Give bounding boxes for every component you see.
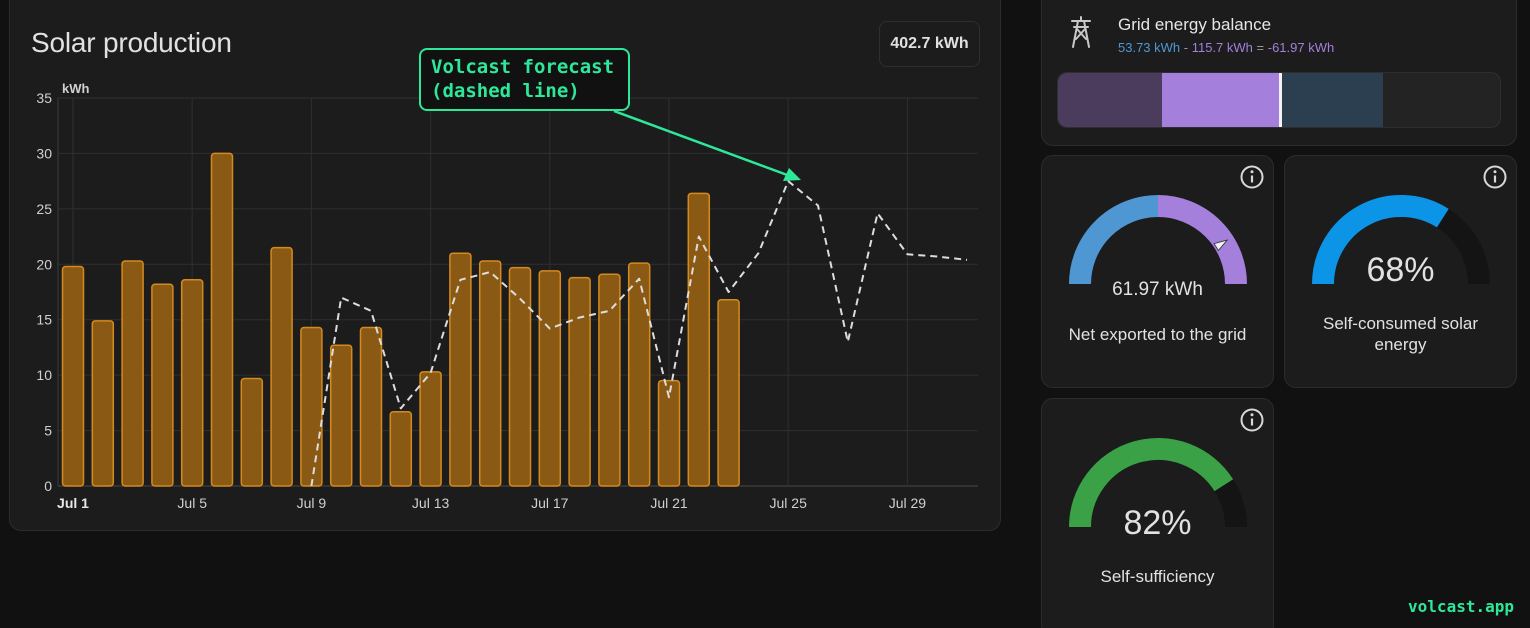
annotation-line-2: (dashed line) — [431, 80, 580, 102]
x-tick-label: Jul 25 — [770, 495, 808, 511]
watermark-text: volcast.app — [1408, 597, 1514, 616]
forecast-annotation: Volcast forecast (dashed line) — [419, 48, 630, 111]
y-tick-label: 10 — [36, 367, 52, 383]
self-sufficiency-gauge — [1069, 438, 1247, 528]
self-sufficiency-label: Self-sufficiency — [1100, 567, 1215, 586]
production-bar — [568, 276, 591, 487]
self-consumed-label-2: energy — [1374, 335, 1427, 354]
production-bar — [270, 246, 293, 487]
production-bar — [240, 377, 264, 487]
production-bar — [180, 279, 204, 487]
solar-chart[interactable]: 0 5 10 15 20 25 30 35 Jul 1 Jul 5 Jul 9 Jul 13 Jul 1… — [0, 0, 1010, 540]
export-track — [1058, 73, 1162, 127]
self-consumed-card[interactable]: 68% Self-consumed solar energy — [1284, 155, 1517, 388]
gauge-needle — [1213, 239, 1229, 252]
production-bar — [329, 344, 353, 487]
y-tick-label: 20 — [36, 256, 52, 272]
annotation-arrow-line — [613, 109, 791, 178]
production-bar — [210, 152, 234, 487]
y-tick-label: 35 — [36, 90, 52, 106]
grid-balance-bar[interactable] — [1057, 72, 1501, 128]
x-tick-label: Jul 17 — [531, 495, 569, 511]
production-bar — [538, 270, 562, 487]
info-icon[interactable] — [1482, 164, 1508, 190]
balance-zero-marker — [1279, 73, 1282, 127]
net-export-gauge — [1069, 195, 1247, 285]
self-sufficiency-card[interactable]: 82% Self-sufficiency — [1041, 398, 1274, 628]
y-tick-label: 5 — [44, 423, 52, 439]
production-bar — [478, 260, 502, 487]
x-tick-label: Jul 9 — [297, 495, 327, 511]
import-fill — [1280, 73, 1383, 127]
net-export-value: 61.97 kWh — [1112, 279, 1203, 300]
total-production-badge[interactable]: 402.7 kWh — [879, 21, 980, 67]
formula-equals: = — [1252, 40, 1268, 55]
y-tick-label: 15 — [36, 312, 52, 328]
gauge-fill — [1069, 438, 1234, 528]
net-export-card[interactable]: 61.97 kWh Net exported to the grid — [1041, 155, 1274, 388]
transmission-tower-icon — [1068, 15, 1094, 54]
grid-balance-card: Grid energy balance 53.73 kWh - 115.7 kW… — [1041, 0, 1517, 146]
production-bar — [359, 326, 383, 487]
card-title: Solar production — [31, 27, 232, 58]
production-bar — [121, 260, 144, 487]
grid-export-value: 115.7 kWh — [1191, 40, 1253, 55]
production-bar — [151, 283, 174, 487]
y-tick-label: 0 — [44, 478, 52, 494]
grid-balance-formula: 53.73 kWh - 115.7 kWh = -61.97 kWh — [1118, 40, 1334, 55]
production-bar — [91, 320, 115, 487]
production-bar — [687, 192, 711, 487]
x-tick-label: Jul 21 — [650, 495, 688, 511]
grid-net-value: -61.97 kWh — [1267, 40, 1335, 55]
self-consumed-label-1: Self-consumed solar — [1323, 314, 1478, 333]
production-bar — [717, 299, 740, 487]
production-bar — [657, 379, 681, 487]
production-bar — [300, 326, 323, 487]
gauge-import-segment — [1069, 195, 1159, 285]
x-tick-label: Jul 29 — [889, 495, 927, 511]
self-consumed-gauge — [1312, 195, 1490, 285]
production-bar — [449, 252, 472, 487]
production-bar — [61, 265, 85, 487]
y-axis-unit: kWh — [62, 81, 90, 96]
self-consumed-value: 68% — [1366, 251, 1435, 289]
production-bar — [627, 262, 651, 487]
forecast-line — [310, 180, 968, 487]
production-bar — [598, 273, 621, 487]
y-tick-label: 30 — [36, 145, 52, 161]
gauge-fill — [1312, 195, 1449, 285]
x-tick-label: Jul 1 — [57, 495, 89, 511]
x-tick-label: Jul 5 — [177, 495, 207, 511]
info-icon[interactable] — [1239, 407, 1265, 433]
production-bar — [508, 266, 532, 487]
grid-import-value: 53.73 kWh — [1118, 40, 1181, 55]
formula-minus: - — [1180, 40, 1192, 55]
self-sufficiency-value: 82% — [1123, 504, 1192, 542]
production-bar — [389, 410, 413, 487]
grid-balance-title: Grid energy balance — [1118, 15, 1272, 34]
export-fill — [1162, 73, 1280, 127]
gauge-export-segment — [1157, 195, 1247, 285]
x-tick-label: Jul 13 — [412, 495, 450, 511]
y-tick-label: 25 — [36, 201, 52, 217]
production-bar — [419, 371, 442, 487]
annotation-arrow-head — [783, 168, 801, 181]
info-icon[interactable] — [1239, 164, 1265, 190]
annotation-line-1: Volcast forecast — [431, 56, 615, 78]
net-export-label: Net exported to the grid — [1068, 325, 1247, 344]
